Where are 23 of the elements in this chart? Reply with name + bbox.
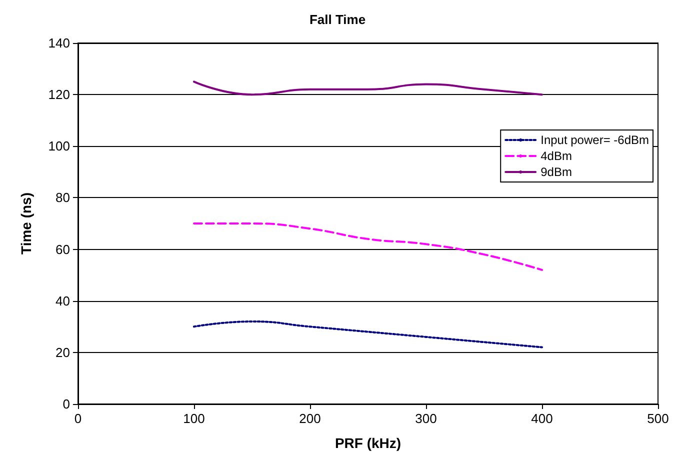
x-tick-label: 400 bbox=[531, 411, 553, 426]
x-tick-label: 200 bbox=[299, 411, 321, 426]
y-tick-label: 40 bbox=[56, 293, 70, 308]
line-series bbox=[193, 80, 543, 96]
y-axis-title: Time (ns) bbox=[18, 192, 34, 254]
line-series bbox=[193, 222, 543, 271]
legend-label: Input power= -6dBm bbox=[540, 133, 650, 147]
x-tick-label: 100 bbox=[183, 411, 205, 426]
chart-title: Fall Time bbox=[309, 12, 366, 27]
y-tick-label: 80 bbox=[56, 190, 70, 206]
x-axis-title: PRF (kHz) bbox=[334, 435, 402, 451]
legend-label: 9dBm bbox=[540, 165, 572, 179]
y-tick-label: 60 bbox=[56, 242, 70, 257]
legend-label: 4dBm bbox=[540, 149, 572, 163]
x-tick-label: 0 bbox=[74, 411, 82, 426]
y-tick-label: 100 bbox=[48, 138, 70, 154]
y-tick-label: 140 bbox=[48, 36, 70, 50]
x-tick-label: 500 bbox=[647, 411, 669, 426]
y-tick-label: 120 bbox=[48, 87, 70, 102]
line-series bbox=[193, 320, 543, 348]
y-tick-label: 20 bbox=[56, 344, 70, 360]
x-tick-label: 300 bbox=[415, 411, 437, 426]
y-tick-label: 0 bbox=[62, 396, 70, 412]
